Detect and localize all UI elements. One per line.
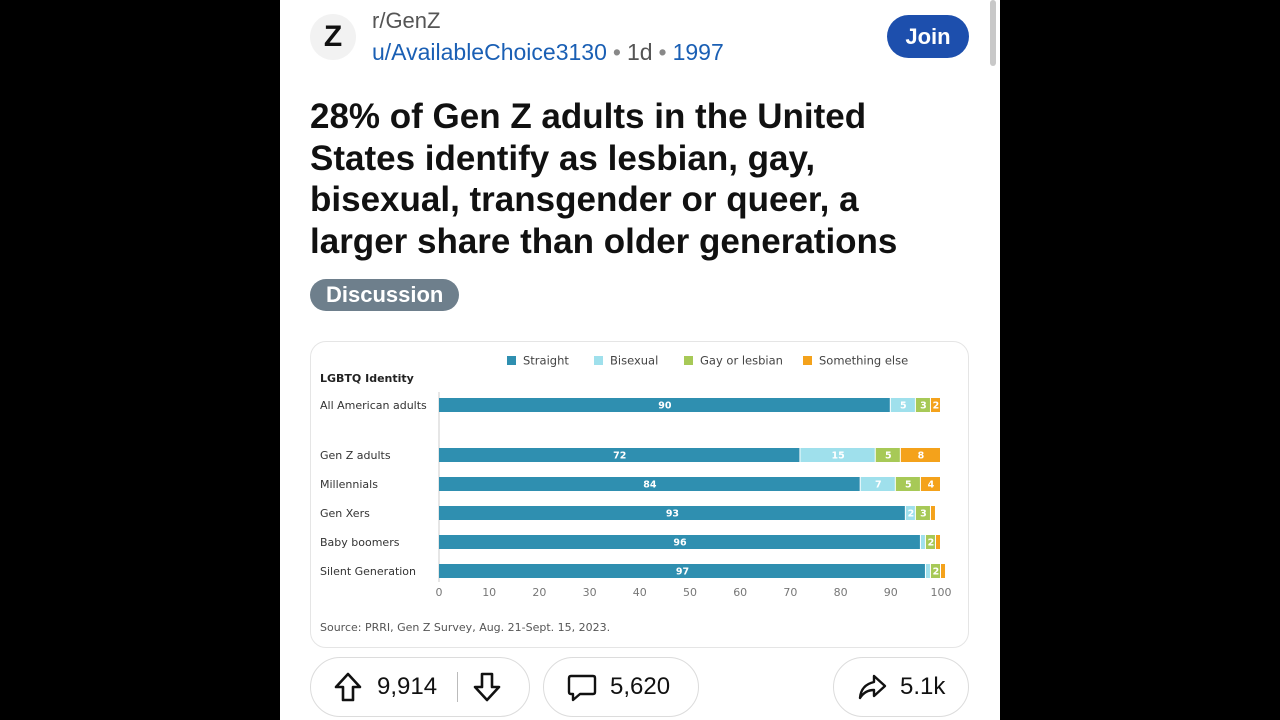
post-flair-tag[interactable]: Discussion xyxy=(310,279,460,311)
comment-count: 5,620 xyxy=(610,673,671,700)
separator-dot: • xyxy=(612,39,621,65)
data-label: 8 xyxy=(918,451,925,462)
bar-segment xyxy=(915,506,930,520)
x-tick-label: 30 xyxy=(583,586,597,599)
legend-swatch xyxy=(684,356,693,365)
subreddit-avatar[interactable]: Z xyxy=(310,14,356,60)
bar-segment xyxy=(439,398,890,412)
x-tick-label: 20 xyxy=(532,586,546,599)
bar-segment xyxy=(930,398,940,412)
category-label: Gen Z adults xyxy=(320,449,391,462)
category-label: Millennials xyxy=(320,478,378,491)
upvote-icon[interactable] xyxy=(333,671,363,703)
comments-button[interactable]: 5,620 xyxy=(543,657,699,717)
data-label: 90 xyxy=(658,401,672,412)
bar-segment xyxy=(439,564,925,578)
data-label: 84 xyxy=(643,480,657,491)
data-label: 2 xyxy=(933,567,940,578)
bar-segment xyxy=(860,477,895,491)
subreddit-name[interactable]: r/GenZ xyxy=(372,8,441,33)
legend-label: Gay or lesbian xyxy=(700,354,783,368)
x-tick-label: 60 xyxy=(733,586,747,599)
post-title[interactable]: 28% of Gen Z adults in the United States… xyxy=(310,97,898,261)
bar-segment xyxy=(930,564,940,578)
x-tick-label: 80 xyxy=(834,586,848,599)
data-label: 4 xyxy=(928,480,935,491)
bar-segment xyxy=(925,535,935,549)
post-panel: Z r/GenZ u/AvailableChoice3130 • 1d • 1997 J… xyxy=(280,0,1000,720)
x-tick-label: 10 xyxy=(482,586,496,599)
x-tick-label: 40 xyxy=(633,586,647,599)
bar-segment xyxy=(439,477,860,491)
x-tick-label: 90 xyxy=(884,586,898,599)
bar-segment xyxy=(875,448,900,462)
upvote-count: 9,914 xyxy=(377,673,438,700)
chart-image[interactable]: Straight Bisexual Gay or lesbian Something … xyxy=(310,341,969,648)
share-icon xyxy=(856,671,888,703)
data-label: 2 xyxy=(928,538,935,549)
bar-segment xyxy=(439,448,800,462)
bar-segment xyxy=(890,398,915,412)
share-count: 5.1k xyxy=(900,673,946,700)
bar-segment xyxy=(925,564,930,578)
category-label: Baby boomers xyxy=(320,536,400,549)
vote-bar: 9,914 xyxy=(310,657,530,717)
share-button[interactable]: 5.1k xyxy=(833,657,969,717)
vote-divider xyxy=(457,672,459,702)
legend-label: Something else xyxy=(819,354,908,368)
bar-segment xyxy=(915,398,930,412)
x-tick-label: 100 xyxy=(931,586,952,599)
legend-label: Bisexual xyxy=(610,354,658,368)
category-label: Gen Xers xyxy=(320,507,370,520)
bar-segment xyxy=(895,477,920,491)
legend-swatch xyxy=(507,356,516,365)
bar-segment xyxy=(800,448,875,462)
data-label: 2 xyxy=(908,509,915,520)
data-label: 3 xyxy=(920,401,927,412)
stacked-bar-chart: Straight Bisexual Gay or lesbian Something … xyxy=(320,354,952,600)
data-label: 97 xyxy=(676,567,689,578)
downvote-icon[interactable] xyxy=(472,671,502,703)
data-label: 3 xyxy=(920,509,927,520)
data-label: 15 xyxy=(831,451,844,462)
bar-segment xyxy=(941,564,946,578)
x-tick-label: 70 xyxy=(783,586,797,599)
data-label: 96 xyxy=(673,538,687,549)
bar-segment xyxy=(930,506,935,520)
data-label: 5 xyxy=(885,451,892,462)
category-label: Silent Generation xyxy=(320,565,416,578)
comment-icon xyxy=(566,671,598,703)
x-tick-label: 50 xyxy=(683,586,697,599)
post-age: 1d xyxy=(626,39,653,65)
author-link[interactable]: u/AvailableChoice3130 xyxy=(372,39,607,65)
bar-segment xyxy=(439,506,905,520)
join-button[interactable]: Join xyxy=(887,15,969,58)
bar-segment xyxy=(900,448,940,462)
data-label: 93 xyxy=(666,509,679,520)
scrollbar[interactable] xyxy=(990,0,996,66)
user-flair: 1997 xyxy=(672,39,724,65)
data-label: 5 xyxy=(905,480,912,491)
bar-segment xyxy=(920,477,940,491)
data-label: 5 xyxy=(900,401,907,412)
data-label: 72 xyxy=(613,451,626,462)
chart-title: LGBTQ Identity xyxy=(320,372,414,385)
chart-source: Source: PRRI, Gen Z Survey, Aug. 21-Sept… xyxy=(320,621,611,634)
legend-swatch xyxy=(803,356,812,365)
data-label: 2 xyxy=(933,401,940,412)
bar-segment xyxy=(935,535,940,549)
legend-swatch xyxy=(594,356,603,365)
category-label: All American adults xyxy=(320,399,427,412)
data-label: 7 xyxy=(875,480,882,491)
bar-segment xyxy=(905,506,915,520)
bar-segment xyxy=(439,535,920,549)
legend-label: Straight xyxy=(523,354,569,368)
bar-segment xyxy=(920,535,925,549)
x-tick-label: 0 xyxy=(436,586,443,599)
separator-dot: • xyxy=(658,39,667,65)
post-meta: u/AvailableChoice3130 • 1d • 1997 xyxy=(372,39,724,66)
